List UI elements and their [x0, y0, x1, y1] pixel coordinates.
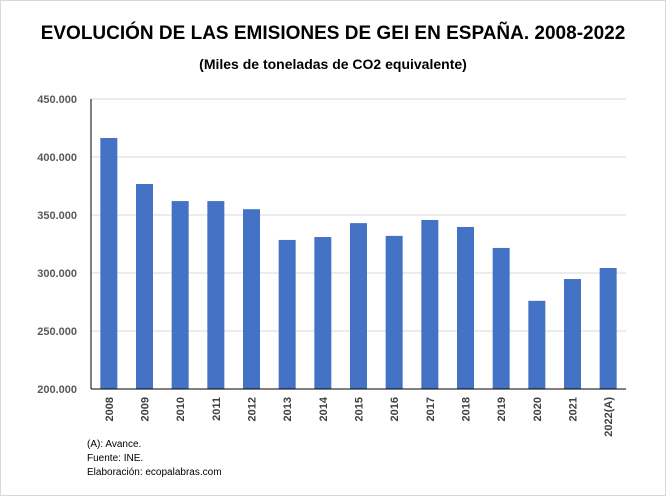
bar-2008: [100, 137, 118, 389]
y-tick-label: 250.000: [37, 326, 77, 338]
x-tick-label: 2011: [211, 397, 223, 421]
note-credit: Elaboración: ecopalabras.com: [87, 467, 222, 478]
x-tick-label: 2016: [389, 397, 401, 421]
chart-subtitle: (Miles de toneladas de CO2 equivalente): [199, 56, 467, 72]
x-tick-label: 2020: [532, 397, 544, 421]
chart-title: EVOLUCIÓN DE LAS EMISIONES DE GEI EN ESP…: [40, 23, 626, 44]
bar-2021: [564, 279, 581, 389]
x-tick-label: 2013: [282, 397, 294, 421]
x-tick-label: 2010: [175, 397, 187, 421]
x-tick-label: 2017: [425, 397, 437, 421]
x-tick-label: 2021: [568, 397, 580, 421]
x-tick-label: 2018: [461, 397, 473, 421]
x-tick-label: 2012: [247, 397, 259, 421]
y-tick-label: 450.000: [37, 94, 77, 106]
note-source: Fuente: INE.: [87, 453, 144, 464]
x-tick-label: 2019: [496, 397, 508, 421]
x-tick-label: 2014: [318, 396, 330, 421]
note-avance: (A): Avance.: [87, 439, 142, 450]
bar-2016: [385, 235, 403, 389]
bar-2013: [278, 239, 296, 389]
y-tick-label: 200.000: [37, 384, 77, 396]
bar-2014: [314, 237, 332, 389]
bar-2009: [136, 184, 153, 389]
x-tick-label: 2008: [104, 397, 116, 421]
bar-2018: [457, 226, 474, 389]
bar-2019: [492, 247, 510, 389]
y-tick-label: 300.000: [37, 268, 77, 280]
x-tick-label: 2022(A): [603, 397, 615, 437]
bar-2020: [528, 300, 546, 389]
chart-notes: (A): Avance. Fuente: INE. Elaboración: e…: [87, 438, 222, 480]
y-tick-label: 350.000: [37, 210, 77, 222]
bar-2015: [350, 223, 367, 389]
bar-2017: [421, 219, 439, 389]
bar-2011: [207, 201, 225, 389]
y-tick-label: 400.000: [37, 152, 77, 164]
bar-2012: [243, 209, 260, 389]
x-tick-label: 2009: [140, 397, 152, 421]
bar-2022(A): [599, 268, 617, 389]
bar-2010: [171, 201, 189, 389]
x-tick-label: 2015: [354, 397, 366, 421]
